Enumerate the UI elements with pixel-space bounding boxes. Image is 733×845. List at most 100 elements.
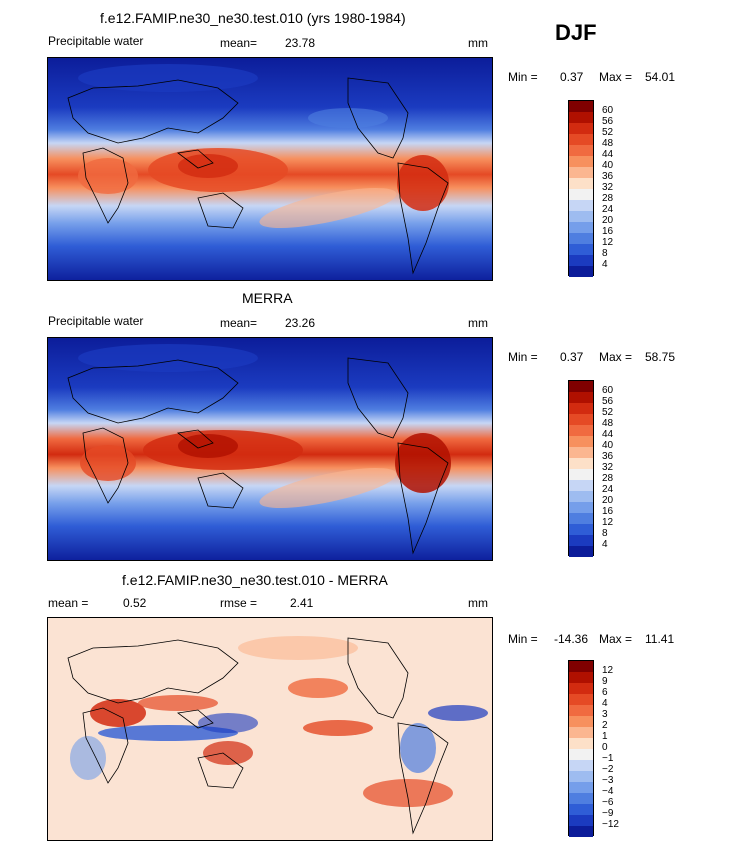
- colorbar-segment: [569, 661, 593, 672]
- colorbar-segment: [569, 480, 593, 491]
- colorbar-segment: [569, 524, 593, 535]
- colorbar-tick-label: 8: [602, 248, 608, 259]
- colorbar-tick-label: −4: [602, 786, 614, 797]
- map-difference: [47, 617, 493, 841]
- colorbar-segment: [569, 683, 593, 694]
- colorbar-tick-label: 4: [602, 259, 608, 270]
- rmse-value: 2.41: [290, 596, 314, 610]
- units-label: mm: [468, 36, 488, 50]
- colorbar-tick-label: 9: [602, 676, 608, 687]
- max-value: 54.01: [645, 70, 676, 84]
- colorbar-segment: [569, 749, 593, 760]
- colorbar-tick-label: 60: [602, 385, 614, 396]
- colorbar-segment: [569, 436, 593, 447]
- colorbar-tick-label: 36: [602, 171, 614, 182]
- colorbar-segment: [569, 255, 593, 266]
- colorbar-tick-label: 8: [602, 528, 608, 539]
- min-label: Min =: [508, 632, 538, 646]
- colorbar-segment: [569, 513, 593, 524]
- colorbar-segment: [569, 189, 593, 200]
- colorbar-segment: [569, 167, 593, 178]
- colorbar-tick-label: 44: [602, 429, 614, 440]
- colorbar-segment: [569, 101, 593, 112]
- colorbar-tick-label: 6: [602, 687, 608, 698]
- mean-label: mean=: [220, 36, 258, 50]
- colorbar-tick-label: −6: [602, 797, 614, 808]
- colorbar-segment: [569, 244, 593, 255]
- colorbar-segment: [569, 425, 593, 436]
- colorbar-tick-label: 32: [602, 182, 614, 193]
- colorbar-tick-label: 56: [602, 396, 614, 407]
- max-value: 11.41: [645, 632, 675, 646]
- colorbar-segment: [569, 793, 593, 804]
- min-value: 0.37: [560, 70, 584, 84]
- colorbar-tick-label: 28: [602, 193, 614, 204]
- colorbar-tick-label: 12: [602, 665, 614, 676]
- colorbar-tick-label: 16: [602, 506, 614, 517]
- colorbar-segment: [569, 458, 593, 469]
- colorbar-segment: [569, 156, 593, 167]
- colorbar-tick-label: 4: [602, 698, 608, 709]
- colorbar-tick-label: 40: [602, 160, 614, 171]
- colorbar-segment: [569, 381, 593, 392]
- colorbar-tick-label: 2: [602, 720, 608, 731]
- colorbar-tick-label: 48: [602, 418, 614, 429]
- max-label: Max =: [599, 70, 633, 84]
- colorbar-segment: [569, 392, 593, 403]
- colorbar-segment: [569, 233, 593, 244]
- colorbar-segment: [569, 760, 593, 771]
- colorbar-segment: [569, 403, 593, 414]
- colorbar-tick-label: 12: [602, 237, 614, 248]
- panel-title: f.e12.FAMIP.ne30_ne30.test.010 - MERRA: [122, 572, 388, 588]
- colorbar-tick-label: 52: [602, 127, 614, 138]
- colorbar-tick-label: 12: [602, 517, 614, 528]
- colorbar-segment: [569, 123, 593, 134]
- mean-value: 23.26: [285, 316, 316, 330]
- colorbar-tick-label: 20: [602, 495, 614, 506]
- min-value: -14.36: [554, 632, 589, 646]
- colorbar-segment: [569, 211, 593, 222]
- panel-title: MERRA: [242, 290, 293, 306]
- colorbar-segment: [569, 469, 593, 480]
- min-label: Min =: [508, 70, 538, 84]
- min-value: 0.37: [560, 350, 584, 364]
- colorbar-segment: [569, 694, 593, 705]
- colorbar-tick-label: 36: [602, 451, 614, 462]
- colorbar-segment: [569, 804, 593, 815]
- max-value: 58.75: [645, 350, 676, 364]
- colorbar-segment: [569, 546, 593, 557]
- panel-title: f.e12.FAMIP.ne30_ne30.test.010 (yrs 1980…: [100, 10, 406, 26]
- colorbar-tick-label: −9: [602, 808, 614, 819]
- map-obs-field: [48, 338, 492, 560]
- colorbar-segment: [569, 502, 593, 513]
- colorbar-tick-label: 44: [602, 149, 614, 160]
- colorbar-tick-label: 52: [602, 407, 614, 418]
- diff-mean-value: 0.52: [123, 596, 147, 610]
- mean-label: mean=: [220, 316, 258, 330]
- colorbar-tick-label: 48: [602, 138, 614, 149]
- colorbar-tick-label: 3: [602, 709, 608, 720]
- colorbar-segment: [569, 134, 593, 145]
- colorbar-segment: [569, 200, 593, 211]
- variable-label: Precipitable water: [48, 34, 144, 48]
- season-label: DJF: [555, 20, 597, 45]
- colorbar-tick-label: 20: [602, 215, 614, 226]
- colorbar-segment: [569, 672, 593, 683]
- map-obs: [47, 337, 493, 561]
- colorbar-segment: [569, 771, 593, 782]
- rmse-label: rmse =: [220, 596, 258, 610]
- colorbar-segment: [569, 222, 593, 233]
- variable-label: Precipitable water: [48, 314, 144, 328]
- colorbar-tick-label: 60: [602, 105, 614, 116]
- colorbar-segment: [569, 716, 593, 727]
- max-label: Max =: [599, 350, 633, 364]
- colorbar-segment: [569, 178, 593, 189]
- colorbar-segment: [569, 738, 593, 749]
- colorbar-tick-label: 40: [602, 440, 614, 451]
- colorbar-segment: [569, 266, 593, 277]
- colorbar-tick-label: 28: [602, 473, 614, 484]
- mean-value: 23.78: [285, 36, 316, 50]
- units-label: mm: [468, 596, 488, 610]
- map-model-field: [48, 58, 492, 280]
- max-label: Max =: [599, 632, 633, 646]
